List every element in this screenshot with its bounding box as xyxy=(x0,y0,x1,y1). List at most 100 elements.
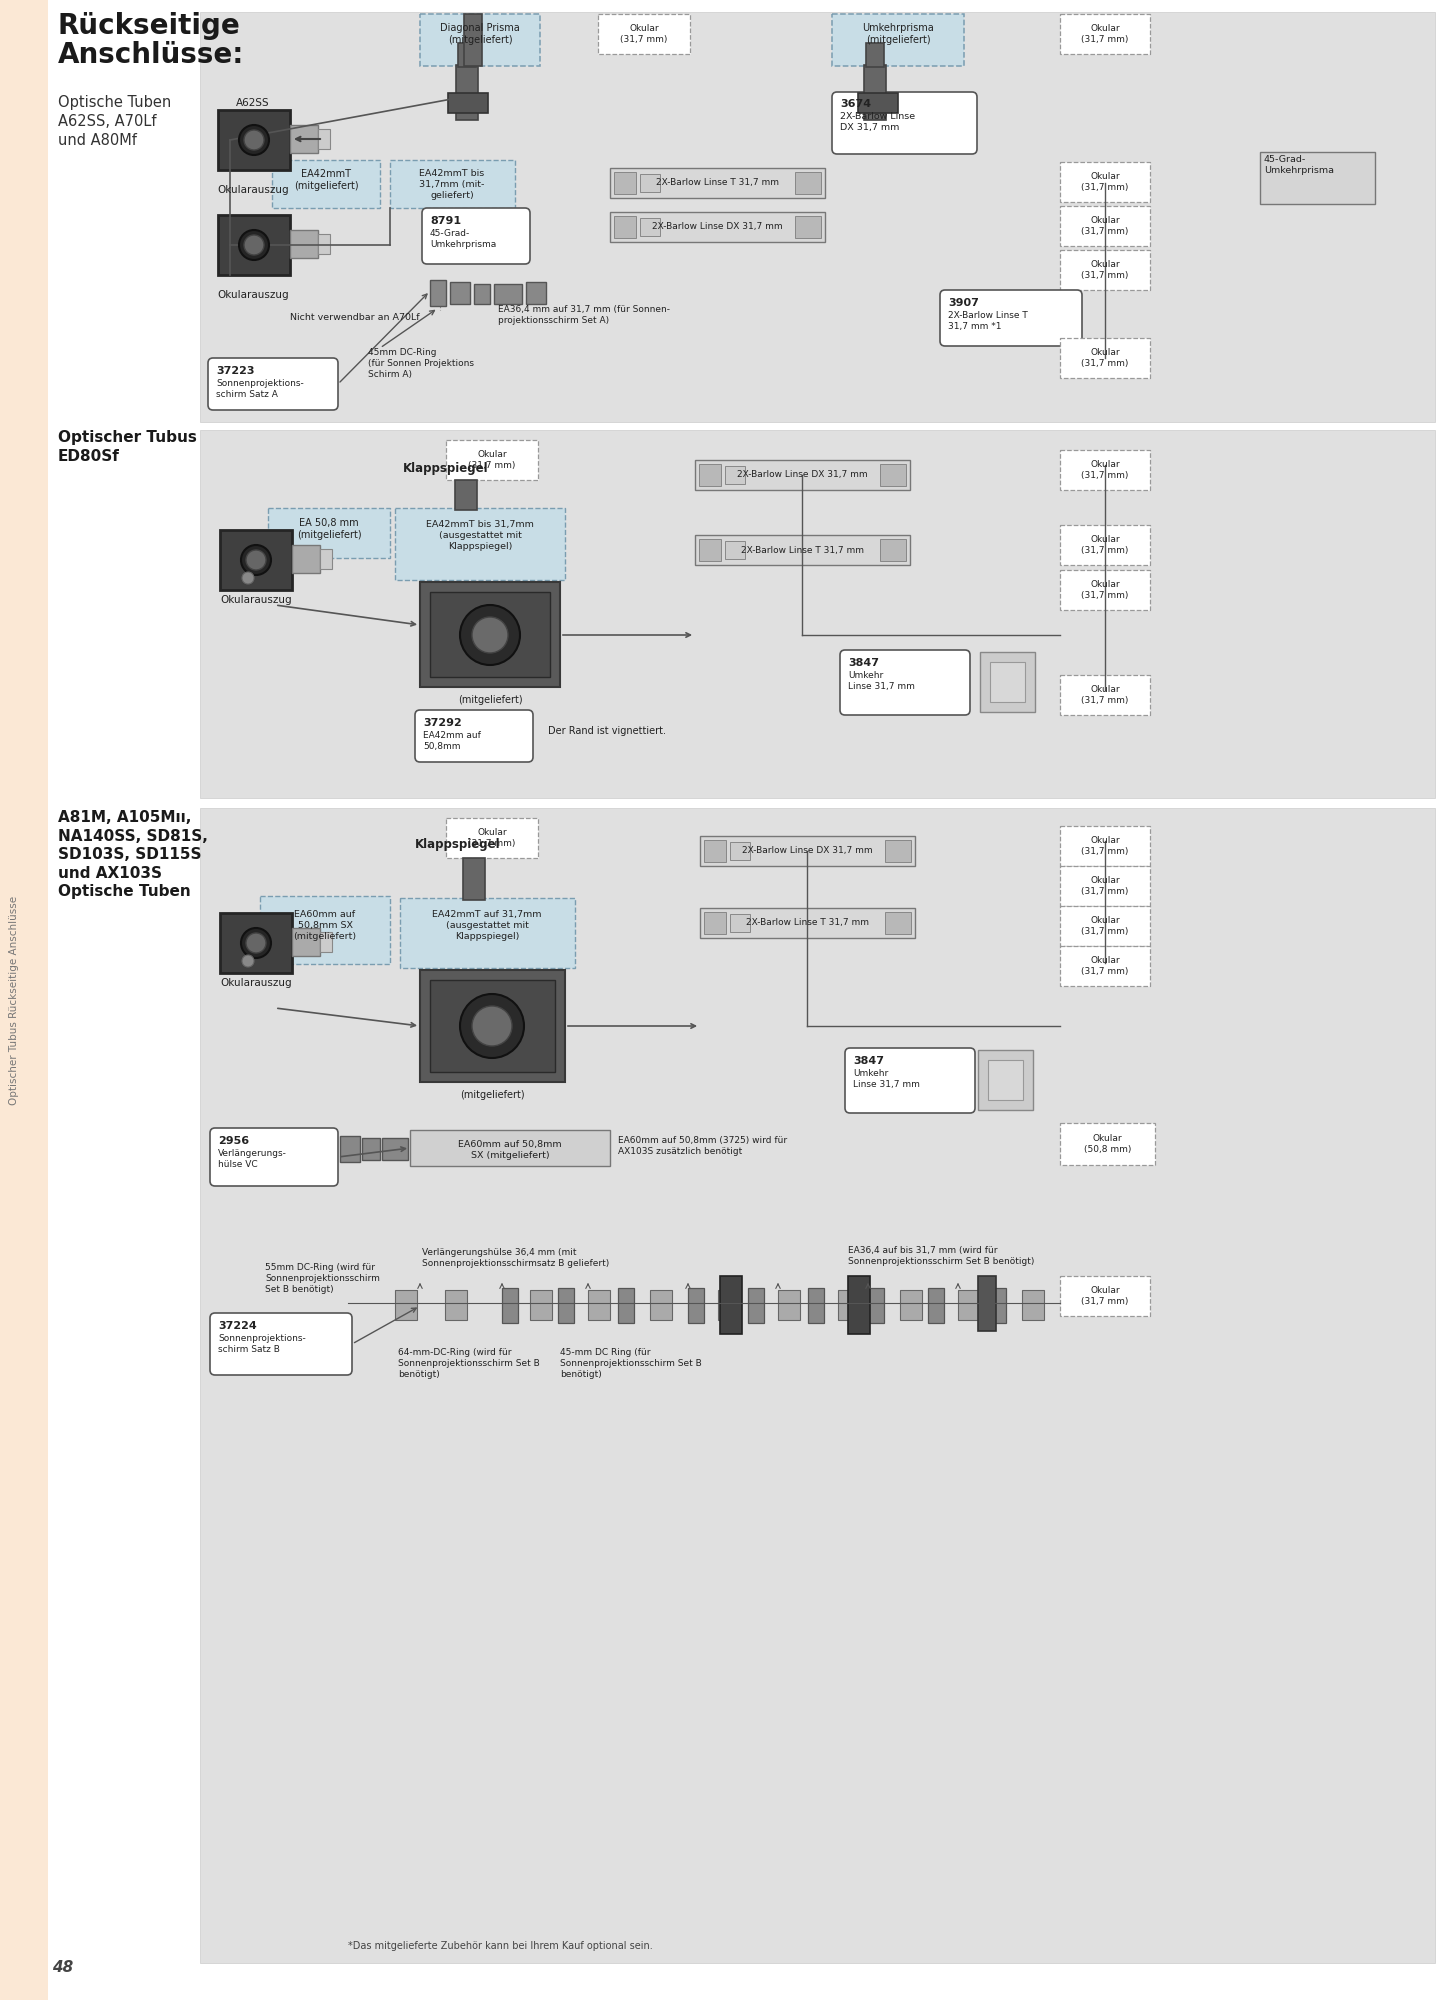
Bar xyxy=(900,1290,922,1320)
Bar xyxy=(318,234,329,254)
Bar xyxy=(318,128,329,150)
Bar xyxy=(292,544,319,572)
Text: Umkehr
Linse 31,7 mm: Umkehr Linse 31,7 mm xyxy=(853,1068,920,1090)
Text: Okular
(31,7 mm): Okular (31,7 mm) xyxy=(620,24,668,44)
Text: 55mm DC-Ring (wird für
Sonnenprojektionsschirm
Set B benötigt): 55mm DC-Ring (wird für Sonnenprojektions… xyxy=(264,1264,380,1294)
FancyBboxPatch shape xyxy=(832,92,977,154)
Bar xyxy=(290,230,318,258)
Bar xyxy=(558,1288,574,1324)
Text: Umkehrprisma
(mitgeliefert): Umkehrprisma (mitgeliefert) xyxy=(863,22,933,46)
FancyBboxPatch shape xyxy=(941,290,1082,346)
Text: Okular
(31,7 mm): Okular (31,7 mm) xyxy=(1081,956,1129,976)
Bar xyxy=(864,64,886,120)
Bar xyxy=(749,1288,764,1324)
Bar xyxy=(1061,450,1150,490)
Bar xyxy=(340,1136,360,1162)
Bar xyxy=(220,912,292,974)
Text: 3907: 3907 xyxy=(948,298,978,308)
Text: Okular
(31,7 mm): Okular (31,7 mm) xyxy=(1081,24,1129,44)
Text: EA36,4 mm auf 31,7 mm (für Sonnen-
projektionsschirm Set A): EA36,4 mm auf 31,7 mm (für Sonnen- proje… xyxy=(499,304,670,326)
Bar xyxy=(462,858,486,900)
Bar xyxy=(699,538,721,560)
Bar xyxy=(474,284,490,304)
Text: 8791: 8791 xyxy=(431,216,461,226)
Text: Klappspiegel: Klappspiegel xyxy=(415,838,501,852)
Text: 3674: 3674 xyxy=(840,98,871,108)
Bar xyxy=(795,172,821,194)
Text: Okular
(50,8 mm): Okular (50,8 mm) xyxy=(1084,1134,1131,1154)
Text: 2X-Barlow Linse T 31,7 mm: 2X-Barlow Linse T 31,7 mm xyxy=(656,178,779,188)
Bar xyxy=(458,42,475,66)
Bar xyxy=(431,980,555,1072)
Bar xyxy=(1061,676,1150,716)
Bar xyxy=(795,216,821,238)
Text: EA 50,8 mm
(mitgeliefert): EA 50,8 mm (mitgeliefert) xyxy=(296,518,361,540)
Bar xyxy=(699,908,915,938)
Bar xyxy=(725,540,746,558)
Bar xyxy=(832,14,964,66)
Text: 2956: 2956 xyxy=(218,1136,249,1146)
Bar xyxy=(868,1288,884,1324)
Bar xyxy=(267,508,390,558)
Bar xyxy=(978,1276,996,1332)
Bar xyxy=(884,840,910,862)
Text: 2X-Barlow Linse T
31,7 mm *1: 2X-Barlow Linse T 31,7 mm *1 xyxy=(948,310,1027,332)
Bar xyxy=(420,970,565,1082)
Circle shape xyxy=(241,572,254,584)
Bar xyxy=(884,912,910,934)
Bar xyxy=(1022,1290,1043,1320)
Text: 37224: 37224 xyxy=(218,1320,257,1332)
Bar xyxy=(880,538,906,560)
Bar xyxy=(1061,524,1150,564)
Bar xyxy=(720,1276,741,1334)
Text: Okular
(31,7 mm): Okular (31,7 mm) xyxy=(1081,876,1129,896)
Bar xyxy=(400,898,575,968)
Text: Umkehr
Linse 31,7 mm: Umkehr Linse 31,7 mm xyxy=(848,672,915,692)
Circle shape xyxy=(246,932,266,954)
Text: 48: 48 xyxy=(52,1960,74,1976)
Text: EA42mm auf
50,8mm: EA42mm auf 50,8mm xyxy=(423,730,481,752)
Bar xyxy=(650,1290,672,1320)
Text: Okular
(31,7 mm): Okular (31,7 mm) xyxy=(1081,836,1129,856)
Bar xyxy=(220,530,292,590)
Text: EA36,4 auf bis 31,7 mm (wird für
Sonnenprojektionsschirm Set B benötigt): EA36,4 auf bis 31,7 mm (wird für Sonnenp… xyxy=(848,1246,1035,1266)
Bar xyxy=(1061,946,1150,986)
Bar xyxy=(838,1290,860,1320)
Bar xyxy=(704,840,725,862)
Circle shape xyxy=(460,604,520,664)
Bar xyxy=(319,932,332,952)
FancyBboxPatch shape xyxy=(840,650,970,716)
Bar xyxy=(464,14,483,66)
Text: Okularauszug: Okularauszug xyxy=(220,596,292,604)
Bar xyxy=(1061,338,1150,378)
Text: 2X-Barlow Linse
DX 31,7 mm: 2X-Barlow Linse DX 31,7 mm xyxy=(840,112,915,132)
Text: Diagonal Prisma
(mitgeliefert): Diagonal Prisma (mitgeliefert) xyxy=(441,22,520,46)
Bar xyxy=(272,160,380,208)
Bar xyxy=(725,466,746,484)
Bar xyxy=(640,174,660,192)
Bar xyxy=(431,592,551,676)
Bar xyxy=(618,1288,634,1324)
Circle shape xyxy=(244,234,264,254)
Bar xyxy=(598,14,691,54)
Bar xyxy=(718,1290,740,1320)
Bar xyxy=(730,842,750,860)
Bar xyxy=(447,440,538,480)
Bar xyxy=(445,1290,467,1320)
Bar xyxy=(390,160,514,208)
Bar xyxy=(699,464,721,486)
Bar xyxy=(449,282,470,304)
Text: EA60mm auf 50,8mm (3725) wird für
AX103S zusätzlich benötigt: EA60mm auf 50,8mm (3725) wird für AX103S… xyxy=(618,1136,788,1156)
Bar xyxy=(494,284,522,304)
Bar xyxy=(640,218,660,236)
Text: EA42mmT bis
31,7mm (mit-
geliefert): EA42mmT bis 31,7mm (mit- geliefert) xyxy=(419,170,484,200)
Bar xyxy=(614,216,636,238)
Bar xyxy=(394,508,565,580)
Bar xyxy=(928,1288,944,1324)
Bar xyxy=(381,1138,407,1160)
Text: EA60mm auf 50,8mm
SX (mitgeliefert): EA60mm auf 50,8mm SX (mitgeliefert) xyxy=(458,1140,562,1160)
Bar xyxy=(730,914,750,932)
Text: Sonnenprojektions-
schirm Satz B: Sonnenprojektions- schirm Satz B xyxy=(218,1334,306,1354)
FancyBboxPatch shape xyxy=(422,208,530,264)
Text: EA42mmT
(mitgeliefert): EA42mmT (mitgeliefert) xyxy=(293,170,358,192)
